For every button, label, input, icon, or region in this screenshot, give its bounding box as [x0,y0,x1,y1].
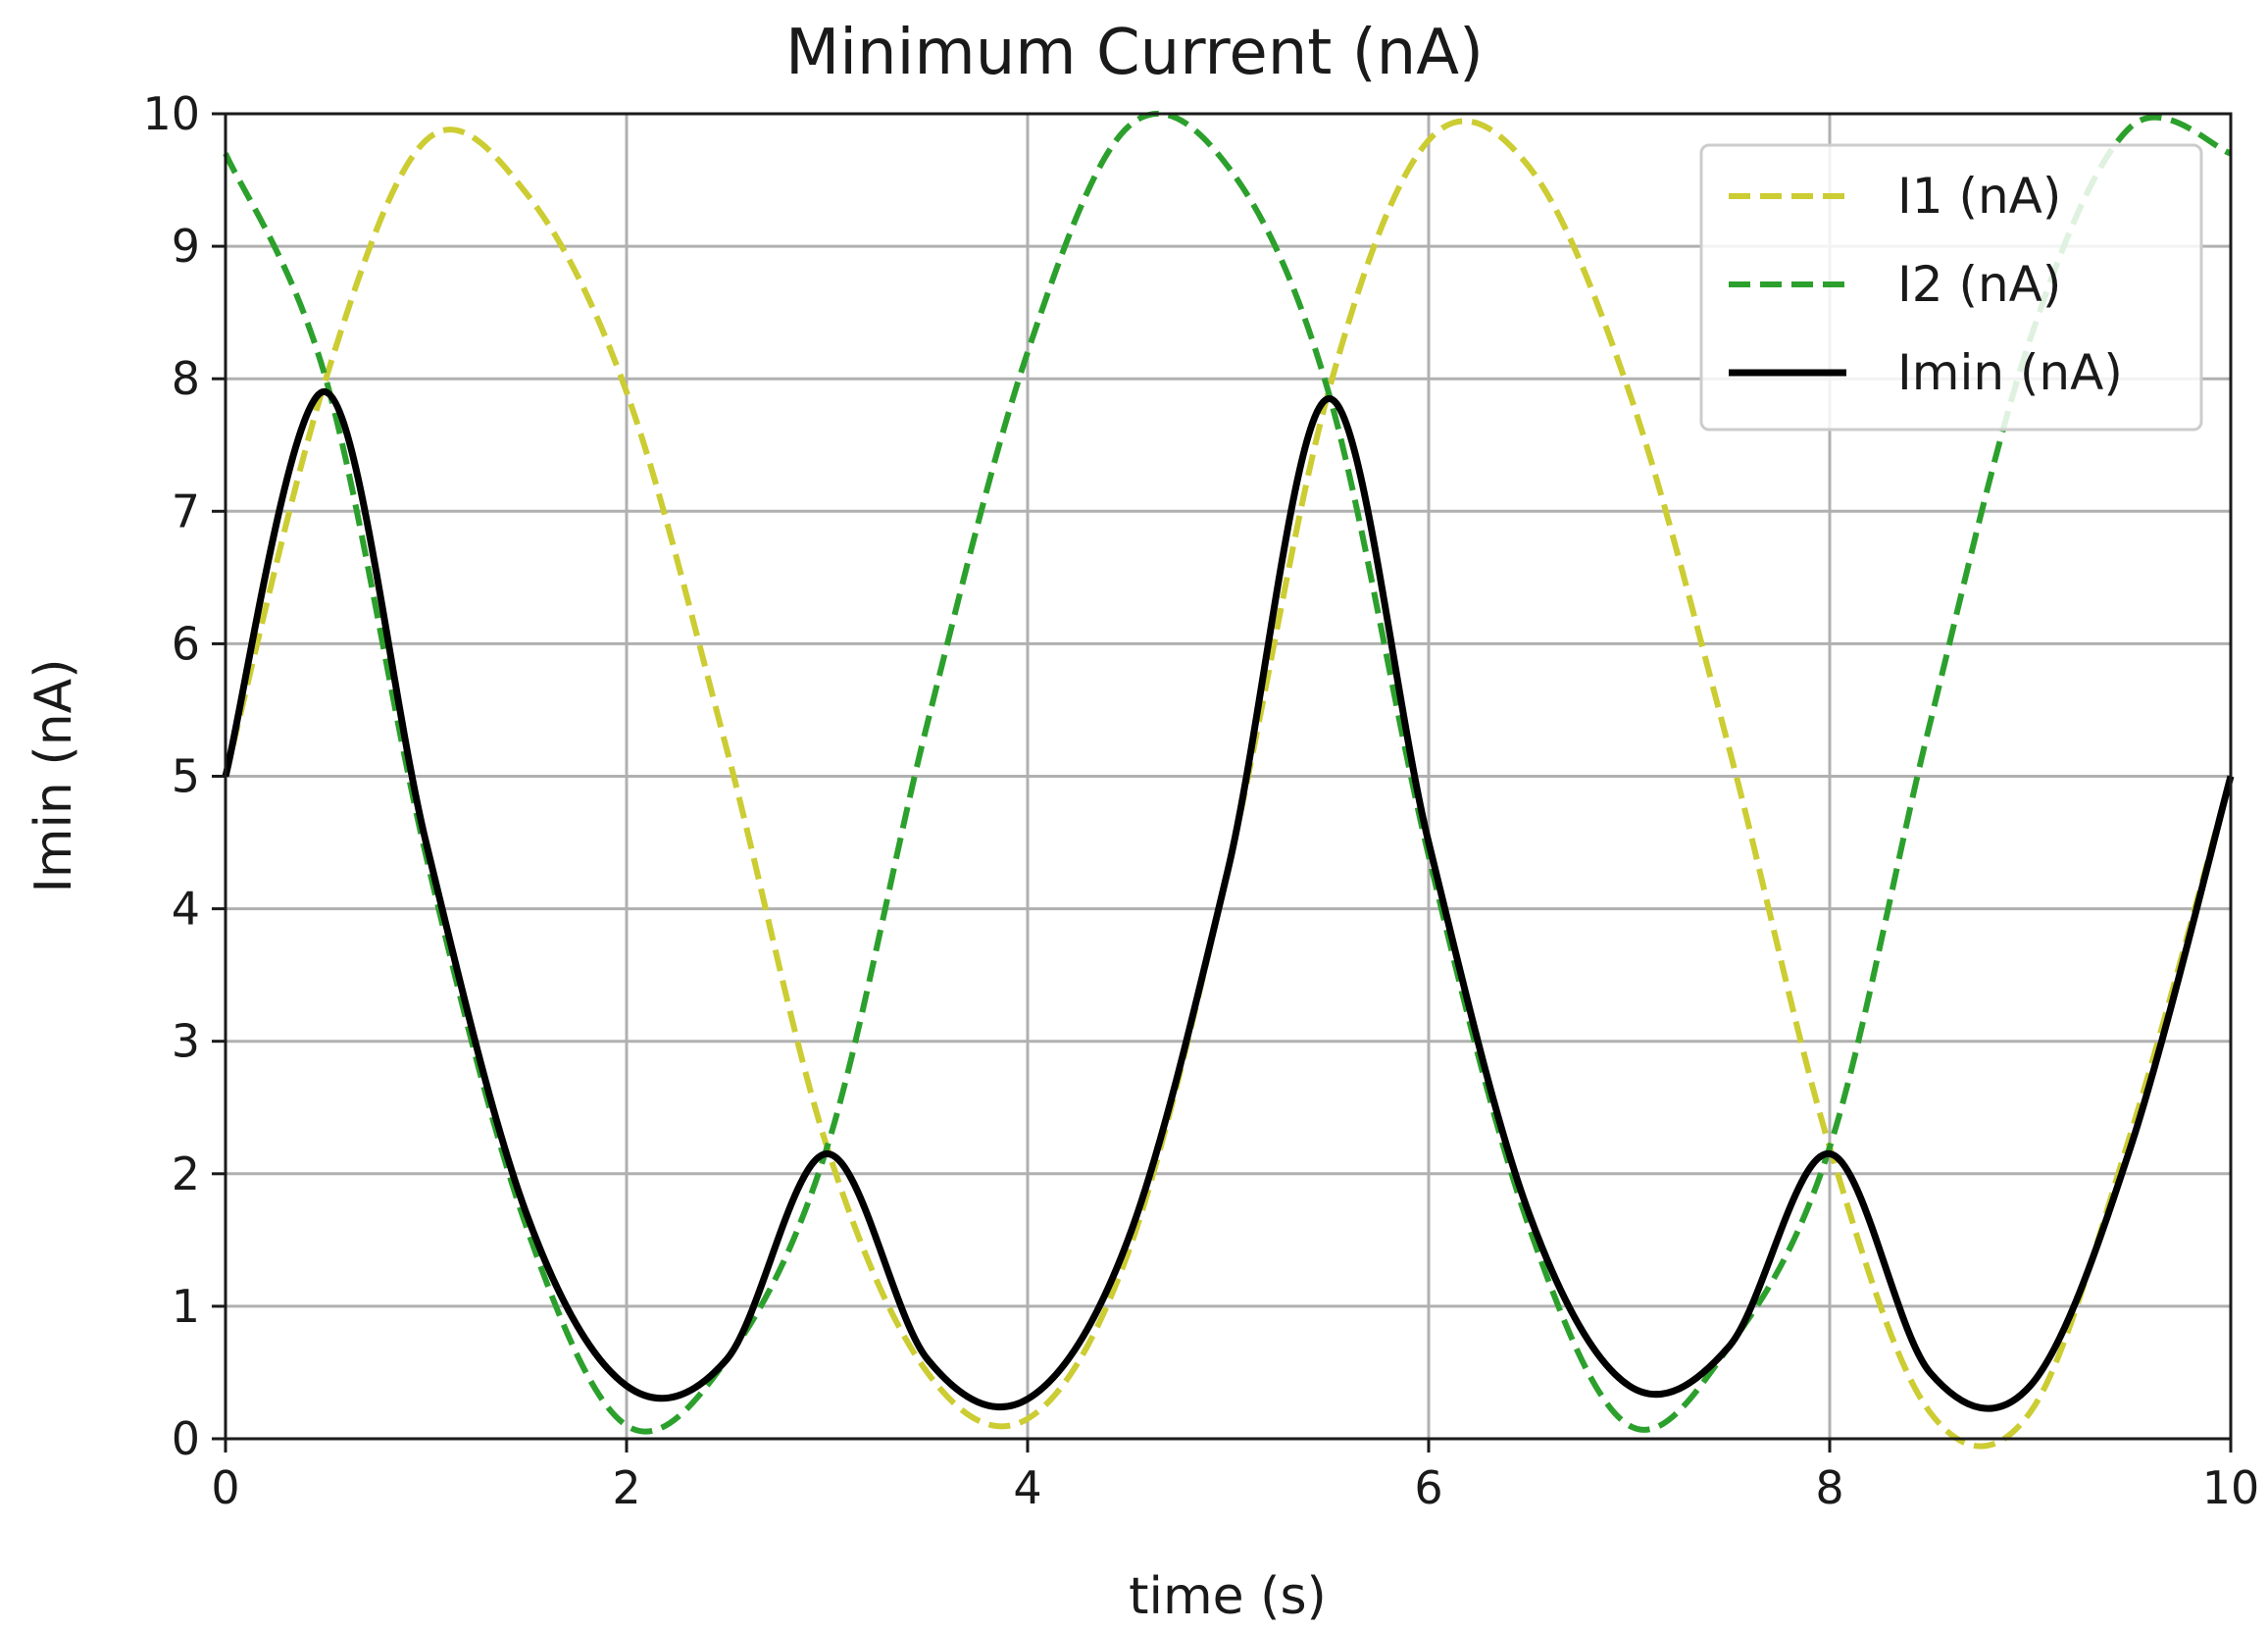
x-tick-label: 0 [211,1461,239,1514]
y-axis-label: Imin (nA) [25,658,83,892]
y-tick-label: 10 [142,87,200,140]
x-tick-label: 6 [1414,1461,1442,1514]
y-tick-label: 6 [172,617,200,670]
y-tick-label: 4 [172,883,200,936]
x-tick-label: 2 [612,1461,640,1514]
x-tick-label: 10 [2202,1461,2260,1514]
y-tick-label: 3 [172,1015,200,1068]
y-tick-label: 7 [172,484,200,537]
legend-label: I1 (nA) [1897,168,2061,225]
series-line-i1-na [223,118,2234,1450]
legend: I1 (nA) I2 (nA) Imin (nA) [1699,143,2203,432]
series-line-i2-na [223,110,2233,1435]
series-group [222,110,2235,1450]
x-tick-label: 4 [1013,1461,1041,1514]
y-tick-label: 0 [172,1412,200,1465]
y-tick-label: 1 [172,1280,200,1333]
y-tick-label: 2 [172,1147,200,1200]
y-tick-label: 8 [172,352,200,405]
y-tick-label: 9 [172,220,200,273]
series-line-imin-na [222,388,2235,1412]
legend-box [1699,143,2203,432]
legend-label: I2 (nA) [1897,256,2061,313]
x-tick-label: 8 [1815,1461,1843,1514]
legend-label: Imin (nA) [1897,344,2123,401]
x-axis: 0 2 4 6 8 10 [211,1439,2259,1514]
chart-title: Minimum Current (nA) [785,17,1484,89]
y-axis: 0 1 2 3 4 5 6 7 8 9 10 [142,87,226,1465]
x-axis-label: time (s) [1129,1567,1327,1626]
y-tick-label: 5 [172,750,200,803]
